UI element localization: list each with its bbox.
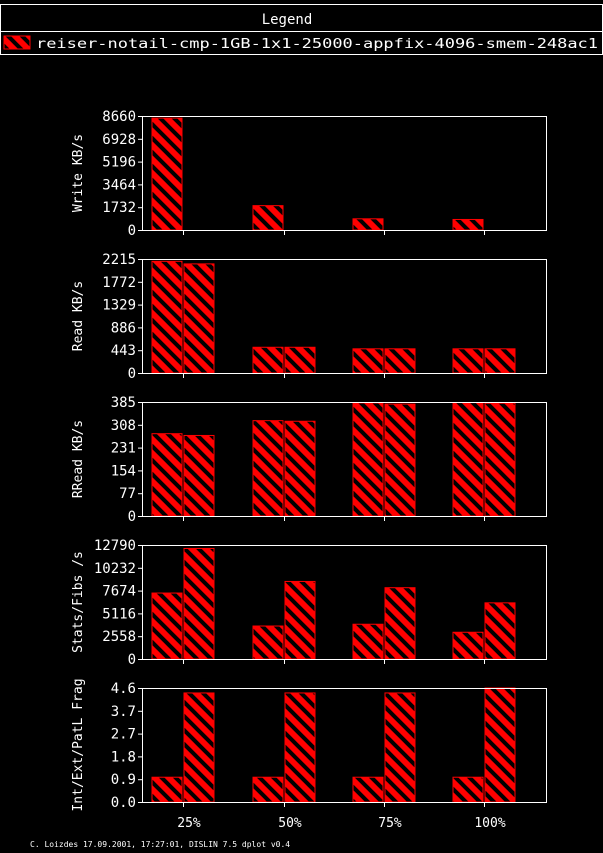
x-tick-label: 50% [278, 816, 302, 831]
bar [452, 348, 484, 374]
bar [484, 402, 516, 517]
y-tick-label: 77 [119, 486, 136, 502]
y-tick-label: 7674 [102, 584, 136, 600]
y-axis-label: Read KB/s [71, 281, 86, 351]
x-tick-label: 25% [177, 816, 201, 831]
y-tick-label: 886 [111, 320, 136, 336]
y-tick-label: 2215 [102, 252, 136, 268]
y-tick-label: 8660 [102, 109, 136, 125]
y-tick-label: 1.8 [111, 749, 136, 765]
y-tick-label: 443 [111, 343, 136, 359]
x-axis-labels: 25% 50% 75% 100% [177, 816, 506, 831]
bar [452, 776, 484, 803]
y-axis-label: Write KB/s [71, 134, 86, 212]
y-tick-label: 5116 [102, 606, 136, 622]
y-tick-label: 4.6 [111, 681, 136, 697]
bar [284, 692, 316, 803]
bar [183, 547, 215, 660]
y-tick-label: 2.7 [111, 727, 136, 743]
bar [452, 631, 484, 660]
bar [384, 692, 416, 803]
bar [352, 402, 384, 517]
bar [151, 433, 183, 517]
y-tick-label: 3.7 [111, 704, 136, 720]
legend: Legend reiser-notail-cmp-1GB-1x1-25000-a… [0, 4, 603, 55]
bar [252, 346, 284, 374]
plot-frame [142, 545, 547, 660]
y-axis-label: RRead KB/s [71, 420, 86, 498]
bar [252, 776, 284, 803]
bar [151, 592, 183, 660]
y-tick-label: 0 [128, 223, 136, 239]
x-tick-label: 100% [474, 816, 505, 831]
bar [151, 776, 183, 803]
bar [384, 348, 416, 374]
bar [183, 434, 215, 517]
y-tick-label: 0 [128, 652, 136, 668]
chart-panel: 0 77 154 231 308 385 RRead KB/s [71, 395, 547, 525]
bar [352, 776, 384, 803]
y-tick-label: 154 [111, 463, 136, 479]
legend-entry-label: reiser-notail-cmp-1GB-1x1-25000-appfix-4… [36, 37, 598, 52]
chart-panel: 0 2558 5116 7674 10232 12790 Stats/Fibs /s [71, 538, 547, 668]
y-tick-label: 1732 [102, 200, 136, 216]
x-tick-label: 75% [378, 816, 402, 831]
bar [151, 117, 183, 231]
y-tick-label: 5196 [102, 155, 136, 171]
bar [252, 205, 284, 231]
y-tick-label: 1329 [102, 298, 136, 314]
y-tick-label: 1772 [102, 275, 136, 291]
bar [284, 420, 316, 517]
y-tick-label: 10232 [94, 561, 136, 577]
plot-frame [142, 116, 547, 231]
bar [352, 348, 384, 374]
footer-credit: C. Loizdes 17.09.2001, 17:27:01, DISLIN … [30, 840, 290, 849]
y-tick-label: 12790 [94, 538, 136, 554]
chart-panel: 0 443 886 1329 1772 2215 Read KB/s [71, 252, 547, 382]
y-tick-label: 6928 [102, 132, 136, 148]
y-tick-label: 0 [128, 509, 136, 525]
y-tick-label: 0 [128, 366, 136, 382]
y-tick-label: 385 [111, 395, 136, 411]
bar [352, 623, 384, 660]
bar [284, 346, 316, 374]
bar [384, 403, 416, 517]
y-tick-label: 308 [111, 418, 136, 434]
bar [484, 602, 516, 660]
bar [252, 625, 284, 660]
y-tick-label: 3464 [102, 177, 136, 193]
bar [484, 687, 516, 803]
bar [252, 420, 284, 517]
bar [452, 218, 484, 231]
y-tick-label: 0.9 [111, 772, 136, 788]
bar [183, 263, 215, 374]
y-axis-label: Int/Ext/PatL Frag [71, 678, 86, 811]
bar [151, 260, 183, 374]
bar [452, 402, 484, 517]
chart-panel: 0.0 0.9 1.8 2.7 3.7 4.6 Int/Ext/PatL Frag [71, 678, 547, 812]
bar [352, 218, 384, 231]
bar [183, 692, 215, 803]
plot-frame [142, 688, 547, 803]
y-tick-label: 0.0 [111, 795, 136, 811]
bar [284, 580, 316, 660]
legend-title: Legend [262, 12, 313, 28]
y-tick-label: 2558 [102, 629, 136, 645]
bar [484, 348, 516, 374]
y-tick-label: 231 [111, 441, 136, 457]
plot-frame [142, 402, 547, 517]
legend-swatch [3, 35, 31, 50]
plot-frame [142, 259, 547, 374]
y-axis-label: Stats/Fibs /s [71, 551, 86, 653]
chart-panel: 0 1732 3464 5196 6928 8660 Write KB/s [71, 109, 547, 239]
bar [384, 587, 416, 660]
